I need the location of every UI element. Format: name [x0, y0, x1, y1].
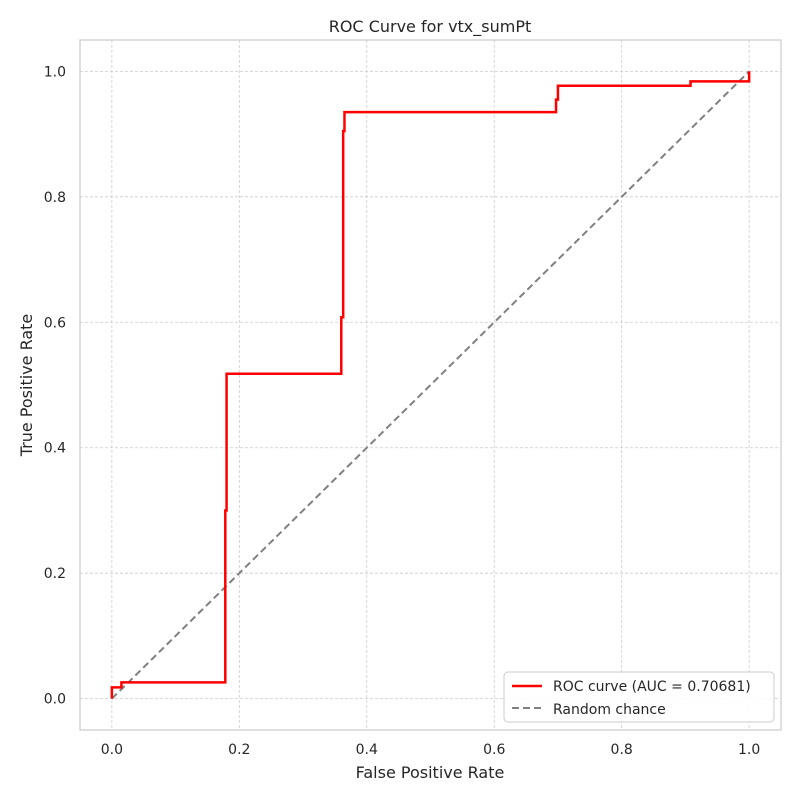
x-tick-label: 0.6 — [483, 742, 505, 758]
y-tick-label: 0.8 — [44, 190, 66, 206]
legend: ROC curve (AUC = 0.70681) Random chance — [503, 671, 775, 723]
legend-label-random-chance: Random chance — [553, 702, 666, 718]
legend-box — [503, 671, 775, 723]
tick-labels: 0.0 0.2 0.4 0.6 0.8 1.0 0.0 0.2 0.4 0.6 0.8 1.0 — [44, 64, 761, 758]
y-axis-label: True Positive Rate — [17, 314, 36, 458]
plot-frame — [79, 39, 782, 731]
x-tick-label: 0.8 — [611, 742, 633, 758]
series-layer — [110, 70, 751, 700]
y-tick-label: 0.2 — [44, 566, 66, 582]
legend-label-roc-curve: ROC curve (AUC = 0.70681) — [553, 679, 751, 695]
y-tick-label: 0.4 — [44, 441, 66, 457]
random-chance-line — [111, 70, 750, 700]
y-tick-label: 0.0 — [44, 692, 66, 708]
y-tick-label: 1.0 — [44, 64, 66, 80]
x-tick-label: 0.0 — [101, 742, 123, 758]
x-tick-label: 0.4 — [356, 742, 378, 758]
x-tick-label: 0.2 — [228, 742, 250, 758]
y-tick-label: 0.6 — [44, 315, 66, 331]
chart-title: ROC Curve for vtx_sumPt — [329, 17, 532, 37]
x-axis-label: False Positive Rate — [356, 763, 505, 782]
x-tick-label: 1.0 — [738, 742, 760, 758]
roc-curve-line — [110, 71, 751, 699]
grid — [80, 40, 781, 730]
